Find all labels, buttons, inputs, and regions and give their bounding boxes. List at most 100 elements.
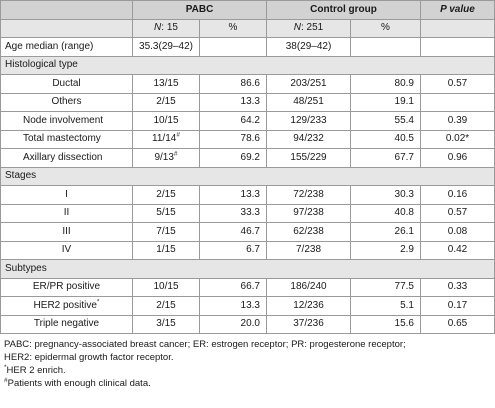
footnote-line-3: *HER 2 enrich. xyxy=(4,364,492,377)
control-percent: 30.3 xyxy=(350,185,421,205)
pabc-percent: 86.6 xyxy=(199,74,267,94)
header-control-group: Control group xyxy=(266,0,421,20)
row-label: Axillary dissection xyxy=(0,148,133,168)
row-label: ER/PR positive xyxy=(0,277,133,297)
table-row-stage-4: IV 1/15 6.7 7/238 2.9 0.42 xyxy=(0,240,495,260)
footnote-line-2: HER2: epidermal growth factor receptor. xyxy=(4,352,174,363)
p-value: 0.16 xyxy=(420,185,495,205)
control-percent: 15.6 xyxy=(350,314,421,334)
p-value: 0.96 xyxy=(420,148,495,168)
section-histological-label: Histological type xyxy=(0,55,495,75)
footnote-text: Patients with enough clinical data. xyxy=(7,378,151,389)
control-count: 155/229 xyxy=(266,148,351,168)
age-control-pct xyxy=(350,37,421,57)
control-count: 203/251 xyxy=(266,74,351,94)
control-count: 12/236 xyxy=(266,296,351,316)
footnote-line-1: PABC: pregnancy-associated breast cancer… xyxy=(4,339,406,350)
row-label-text: HER2 positive xyxy=(33,299,97,311)
control-count: 97/238 xyxy=(266,203,351,223)
control-n-value: : 251 xyxy=(300,22,324,34)
control-percent: 77.5 xyxy=(350,277,421,297)
pabc-n-header: N: 15 xyxy=(132,18,200,38)
table-row-erpr: ER/PR positive 10/15 66.7 186/240 77.5 0… xyxy=(0,277,495,297)
pabc-count: 9/13# xyxy=(132,148,200,168)
control-count: 7/238 xyxy=(266,240,351,260)
control-percent: 40.8 xyxy=(350,203,421,223)
section-row-histological: Histological type xyxy=(0,55,495,75)
footnote-mark: * xyxy=(96,298,100,306)
table-row-others: Others 2/15 13.3 48/251 19.1 xyxy=(0,92,495,112)
pabc-count: 10/15 xyxy=(132,277,200,297)
row-label: I xyxy=(0,185,133,205)
pabc-count: 10/15 xyxy=(132,111,200,131)
sub-pvalue-empty xyxy=(420,18,495,38)
p-value: 0.57 xyxy=(420,74,495,94)
pabc-percent: 13.3 xyxy=(199,185,267,205)
control-n-letter: N xyxy=(293,22,301,34)
row-label: Triple negative xyxy=(0,314,133,334)
pabc-count: 5/15 xyxy=(132,203,200,223)
pabc-count: 13/15 xyxy=(132,74,200,94)
pabc-percent: 69.2 xyxy=(199,148,267,168)
row-label: Others xyxy=(0,92,133,112)
control-count: 129/233 xyxy=(266,111,351,131)
header-pabc: PABC xyxy=(132,0,267,20)
pabc-percent: 46.7 xyxy=(199,222,267,242)
control-count: 94/232 xyxy=(266,129,351,149)
row-label: HER2 positive* xyxy=(0,296,133,316)
section-row-subtypes: Subtypes xyxy=(0,259,495,279)
table-row-stage-3: III 7/15 46.7 62/238 26.1 0.08 xyxy=(0,222,495,242)
footnote-text: HER 2 enrich. xyxy=(6,365,66,376)
table-row-ductal: Ductal 13/15 86.6 203/251 80.9 0.57 xyxy=(0,74,495,94)
footnote-mark: * xyxy=(4,363,7,371)
pabc-percent: 6.7 xyxy=(199,240,267,260)
control-percent: 55.4 xyxy=(350,111,421,131)
age-pvalue xyxy=(420,37,495,57)
pabc-percent: 13.3 xyxy=(199,296,267,316)
comparison-table: PABC Control group P value N: 15 % N: 25… xyxy=(0,0,495,334)
age-pabc: 35.3(29–42) xyxy=(132,37,200,57)
header-row-sub: N: 15 % N: 251 % xyxy=(0,18,495,38)
footnote-mark: # xyxy=(4,376,8,384)
pabc-count: 1/15 xyxy=(132,240,200,260)
pabc-count: 11/14# xyxy=(132,129,200,149)
pabc-percent: 78.6 xyxy=(199,129,267,149)
control-percent: 5.1 xyxy=(350,296,421,316)
pabc-percent: 33.3 xyxy=(199,203,267,223)
footnote-mark: # xyxy=(176,131,180,139)
header-row-groups: PABC Control group P value xyxy=(0,0,495,20)
pabc-pct-header: % xyxy=(199,18,267,38)
age-label: Age median (range) xyxy=(0,37,133,57)
control-count: 186/240 xyxy=(266,277,351,297)
control-pct-header: % xyxy=(350,18,421,38)
control-count: 37/236 xyxy=(266,314,351,334)
age-control: 38(29–42) xyxy=(266,37,351,57)
control-percent: 26.1 xyxy=(350,222,421,242)
sub-empty-cell xyxy=(0,18,133,38)
pabc-percent: 66.7 xyxy=(199,277,267,297)
pabc-n-letter: N xyxy=(154,22,162,34)
table-container: PABC Control group P value N: 15 % N: 25… xyxy=(0,0,495,390)
p-value: 0.17 xyxy=(420,296,495,316)
age-row: Age median (range) 35.3(29–42) 38(29–42) xyxy=(0,37,495,57)
table-row-stage-2: II 5/15 33.3 97/238 40.8 0.57 xyxy=(0,203,495,223)
footnotes: PABC: pregnancy-associated breast cancer… xyxy=(0,334,492,390)
header-empty-cell xyxy=(0,0,133,20)
pabc-count: 2/15 xyxy=(132,92,200,112)
control-percent: 19.1 xyxy=(350,92,421,112)
control-percent: 80.9 xyxy=(350,74,421,94)
pabc-count: 2/15 xyxy=(132,185,200,205)
p-value-label: P value xyxy=(440,3,475,15)
section-stages-label: Stages xyxy=(0,166,495,186)
p-value: 0.57 xyxy=(420,203,495,223)
control-percent: 40.5 xyxy=(350,129,421,149)
table-row-axillary: Axillary dissection 9/13# 69.2 155/229 6… xyxy=(0,148,495,168)
row-label: IV xyxy=(0,240,133,260)
p-value: 0.08 xyxy=(420,222,495,242)
table-row-her2: HER2 positive* 2/15 13.3 12/236 5.1 0.17 xyxy=(0,296,495,316)
footnote-line-4: #Patients with enough clinical data. xyxy=(4,377,492,390)
control-count: 62/238 xyxy=(266,222,351,242)
control-count: 72/238 xyxy=(266,185,351,205)
pabc-count-value: 9/13 xyxy=(154,151,174,163)
row-label: III xyxy=(0,222,133,242)
